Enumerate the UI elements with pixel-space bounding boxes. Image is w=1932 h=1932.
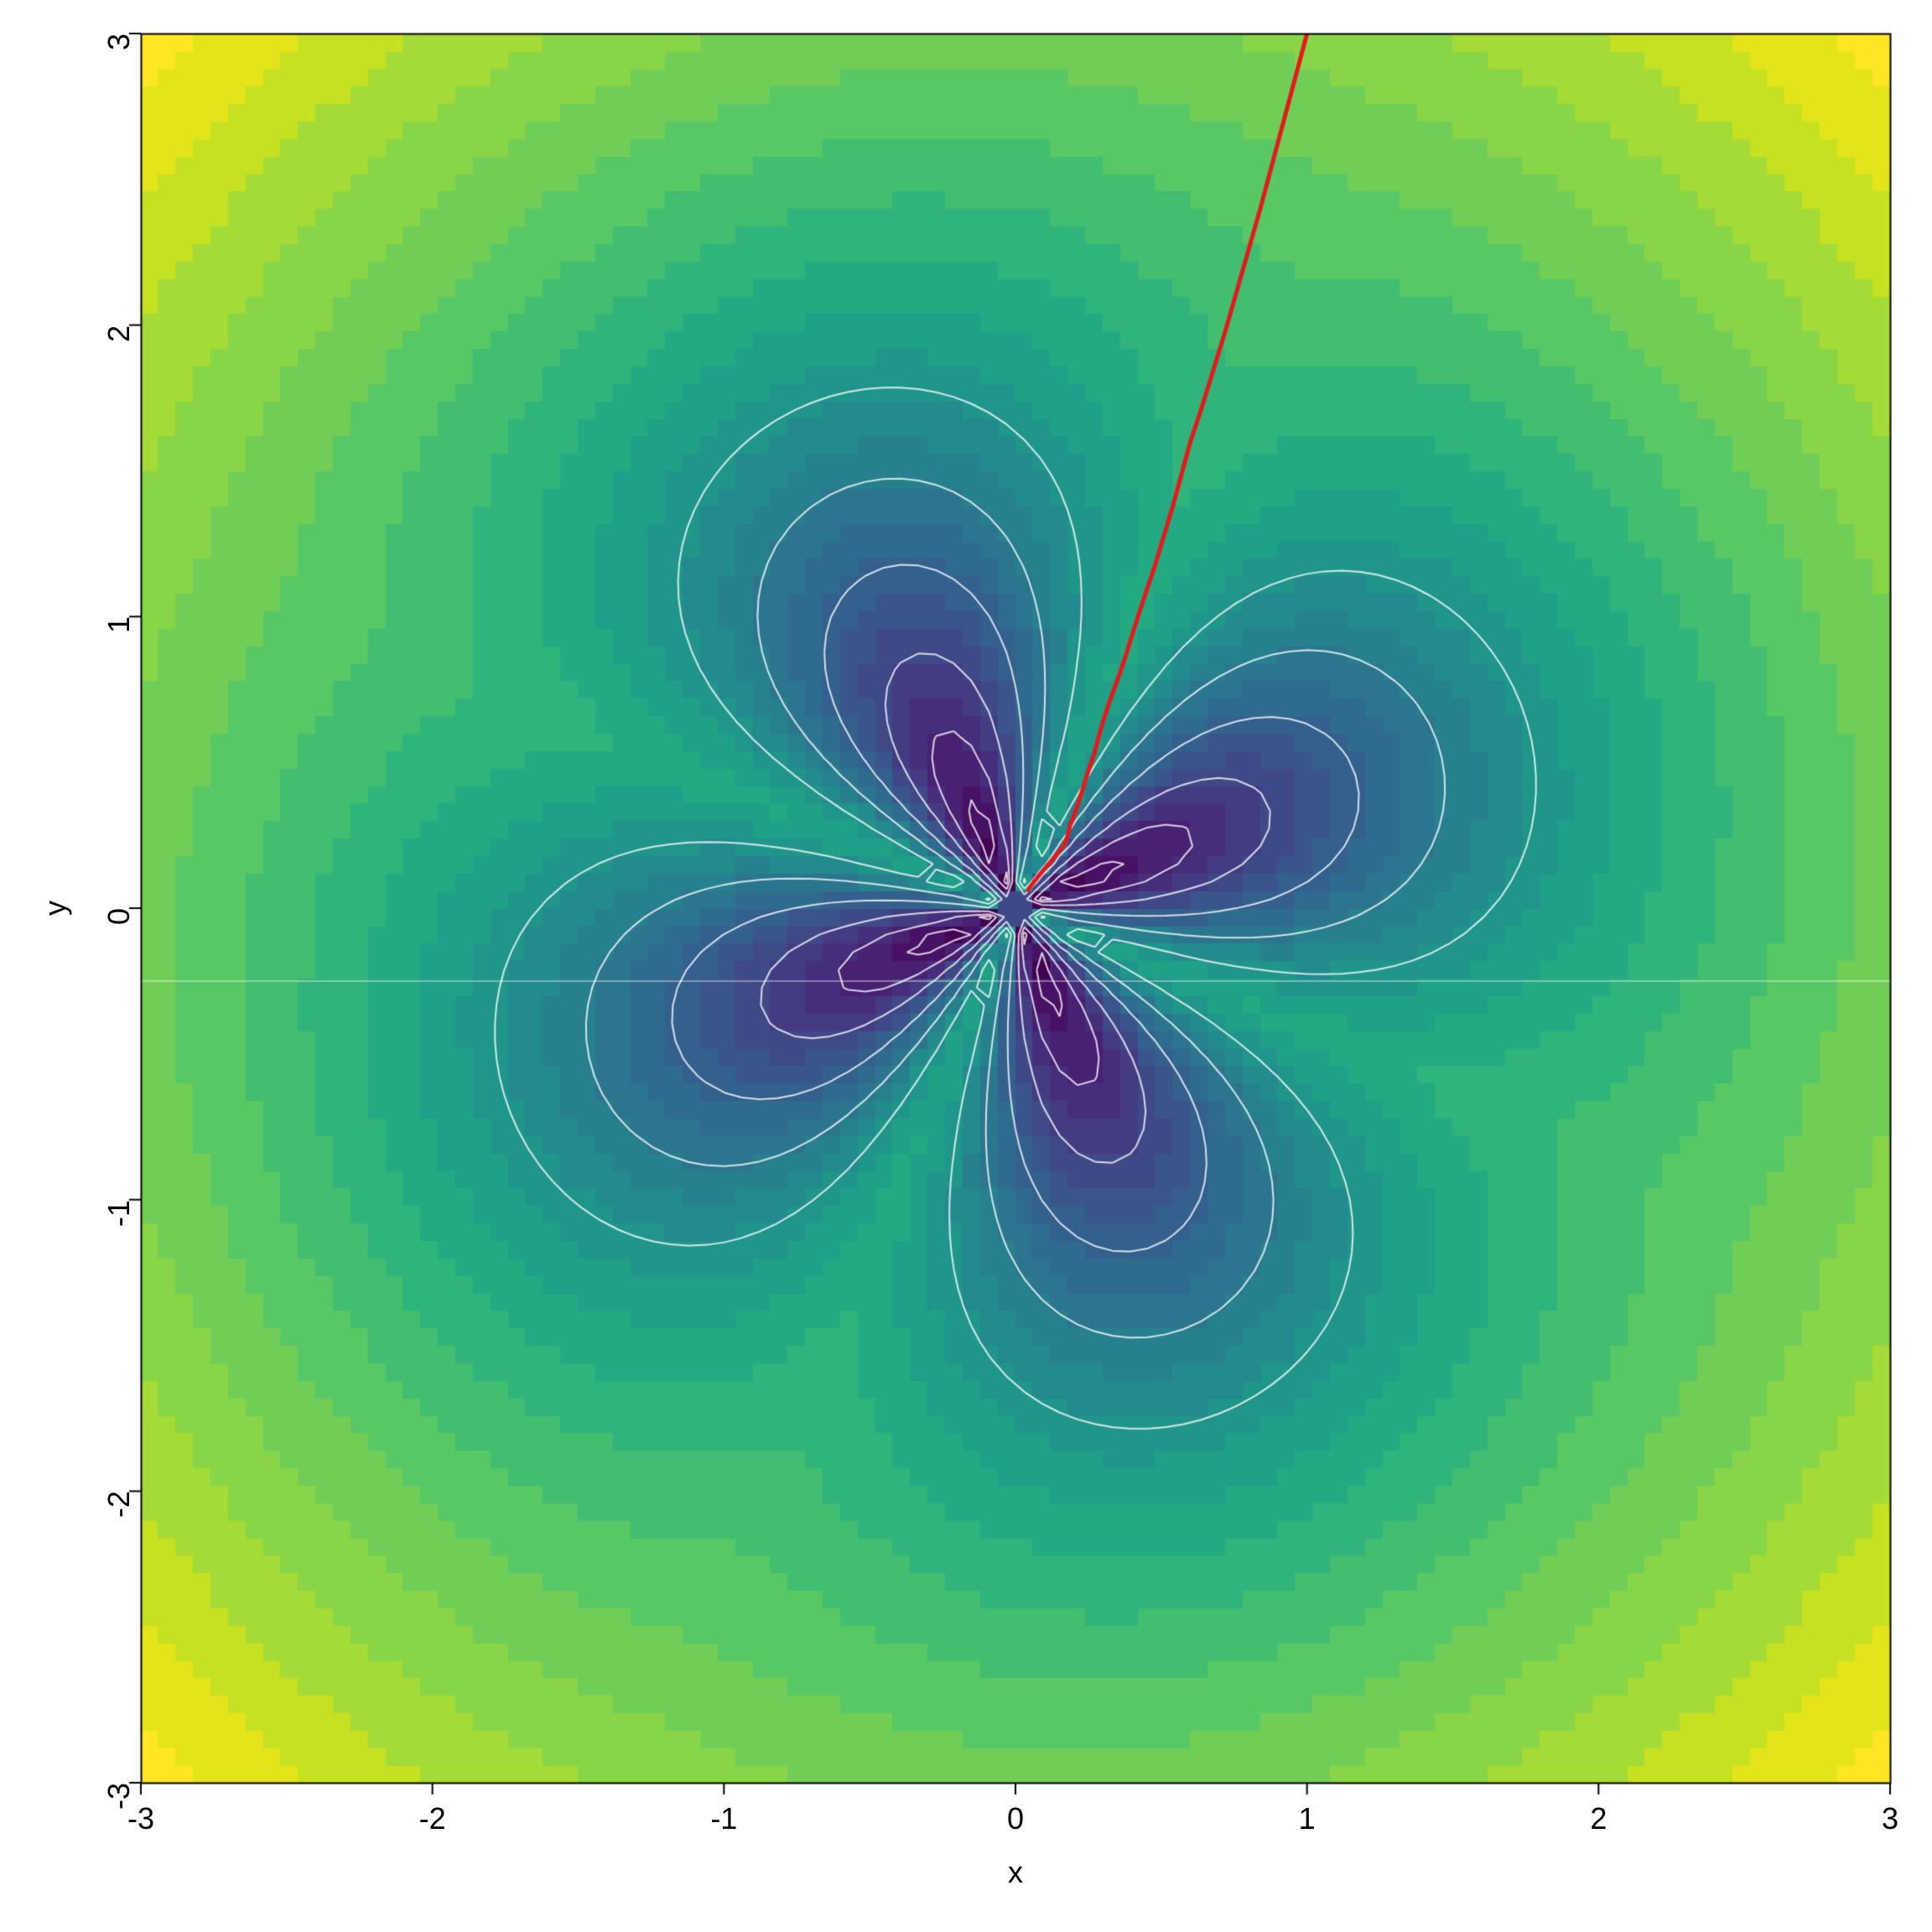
- heatmap-contour-plot: [0, 0, 1932, 1932]
- y-tick-label: 0: [101, 908, 137, 925]
- x-axis-label: x: [1008, 1855, 1023, 1890]
- x-tick-label: -2: [419, 1801, 446, 1836]
- y-axis-label: y: [38, 901, 73, 916]
- y-tick-label: -2: [101, 1491, 137, 1518]
- y-tick-label: 1: [101, 616, 137, 633]
- y-tick-label: 2: [101, 325, 137, 342]
- y-tick-label: 3: [101, 34, 137, 50]
- x-tick-label: 3: [1882, 1801, 1898, 1836]
- chart-container: -3-2-10123-3-2-10123xy: [0, 0, 1932, 1932]
- y-tick-label: -1: [101, 1200, 137, 1227]
- x-tick-label: 0: [1007, 1801, 1024, 1836]
- x-tick-label: -1: [710, 1801, 737, 1836]
- x-tick-label: 1: [1299, 1801, 1316, 1836]
- x-tick-label: 2: [1590, 1801, 1607, 1836]
- y-tick-label: -3: [101, 1783, 137, 1810]
